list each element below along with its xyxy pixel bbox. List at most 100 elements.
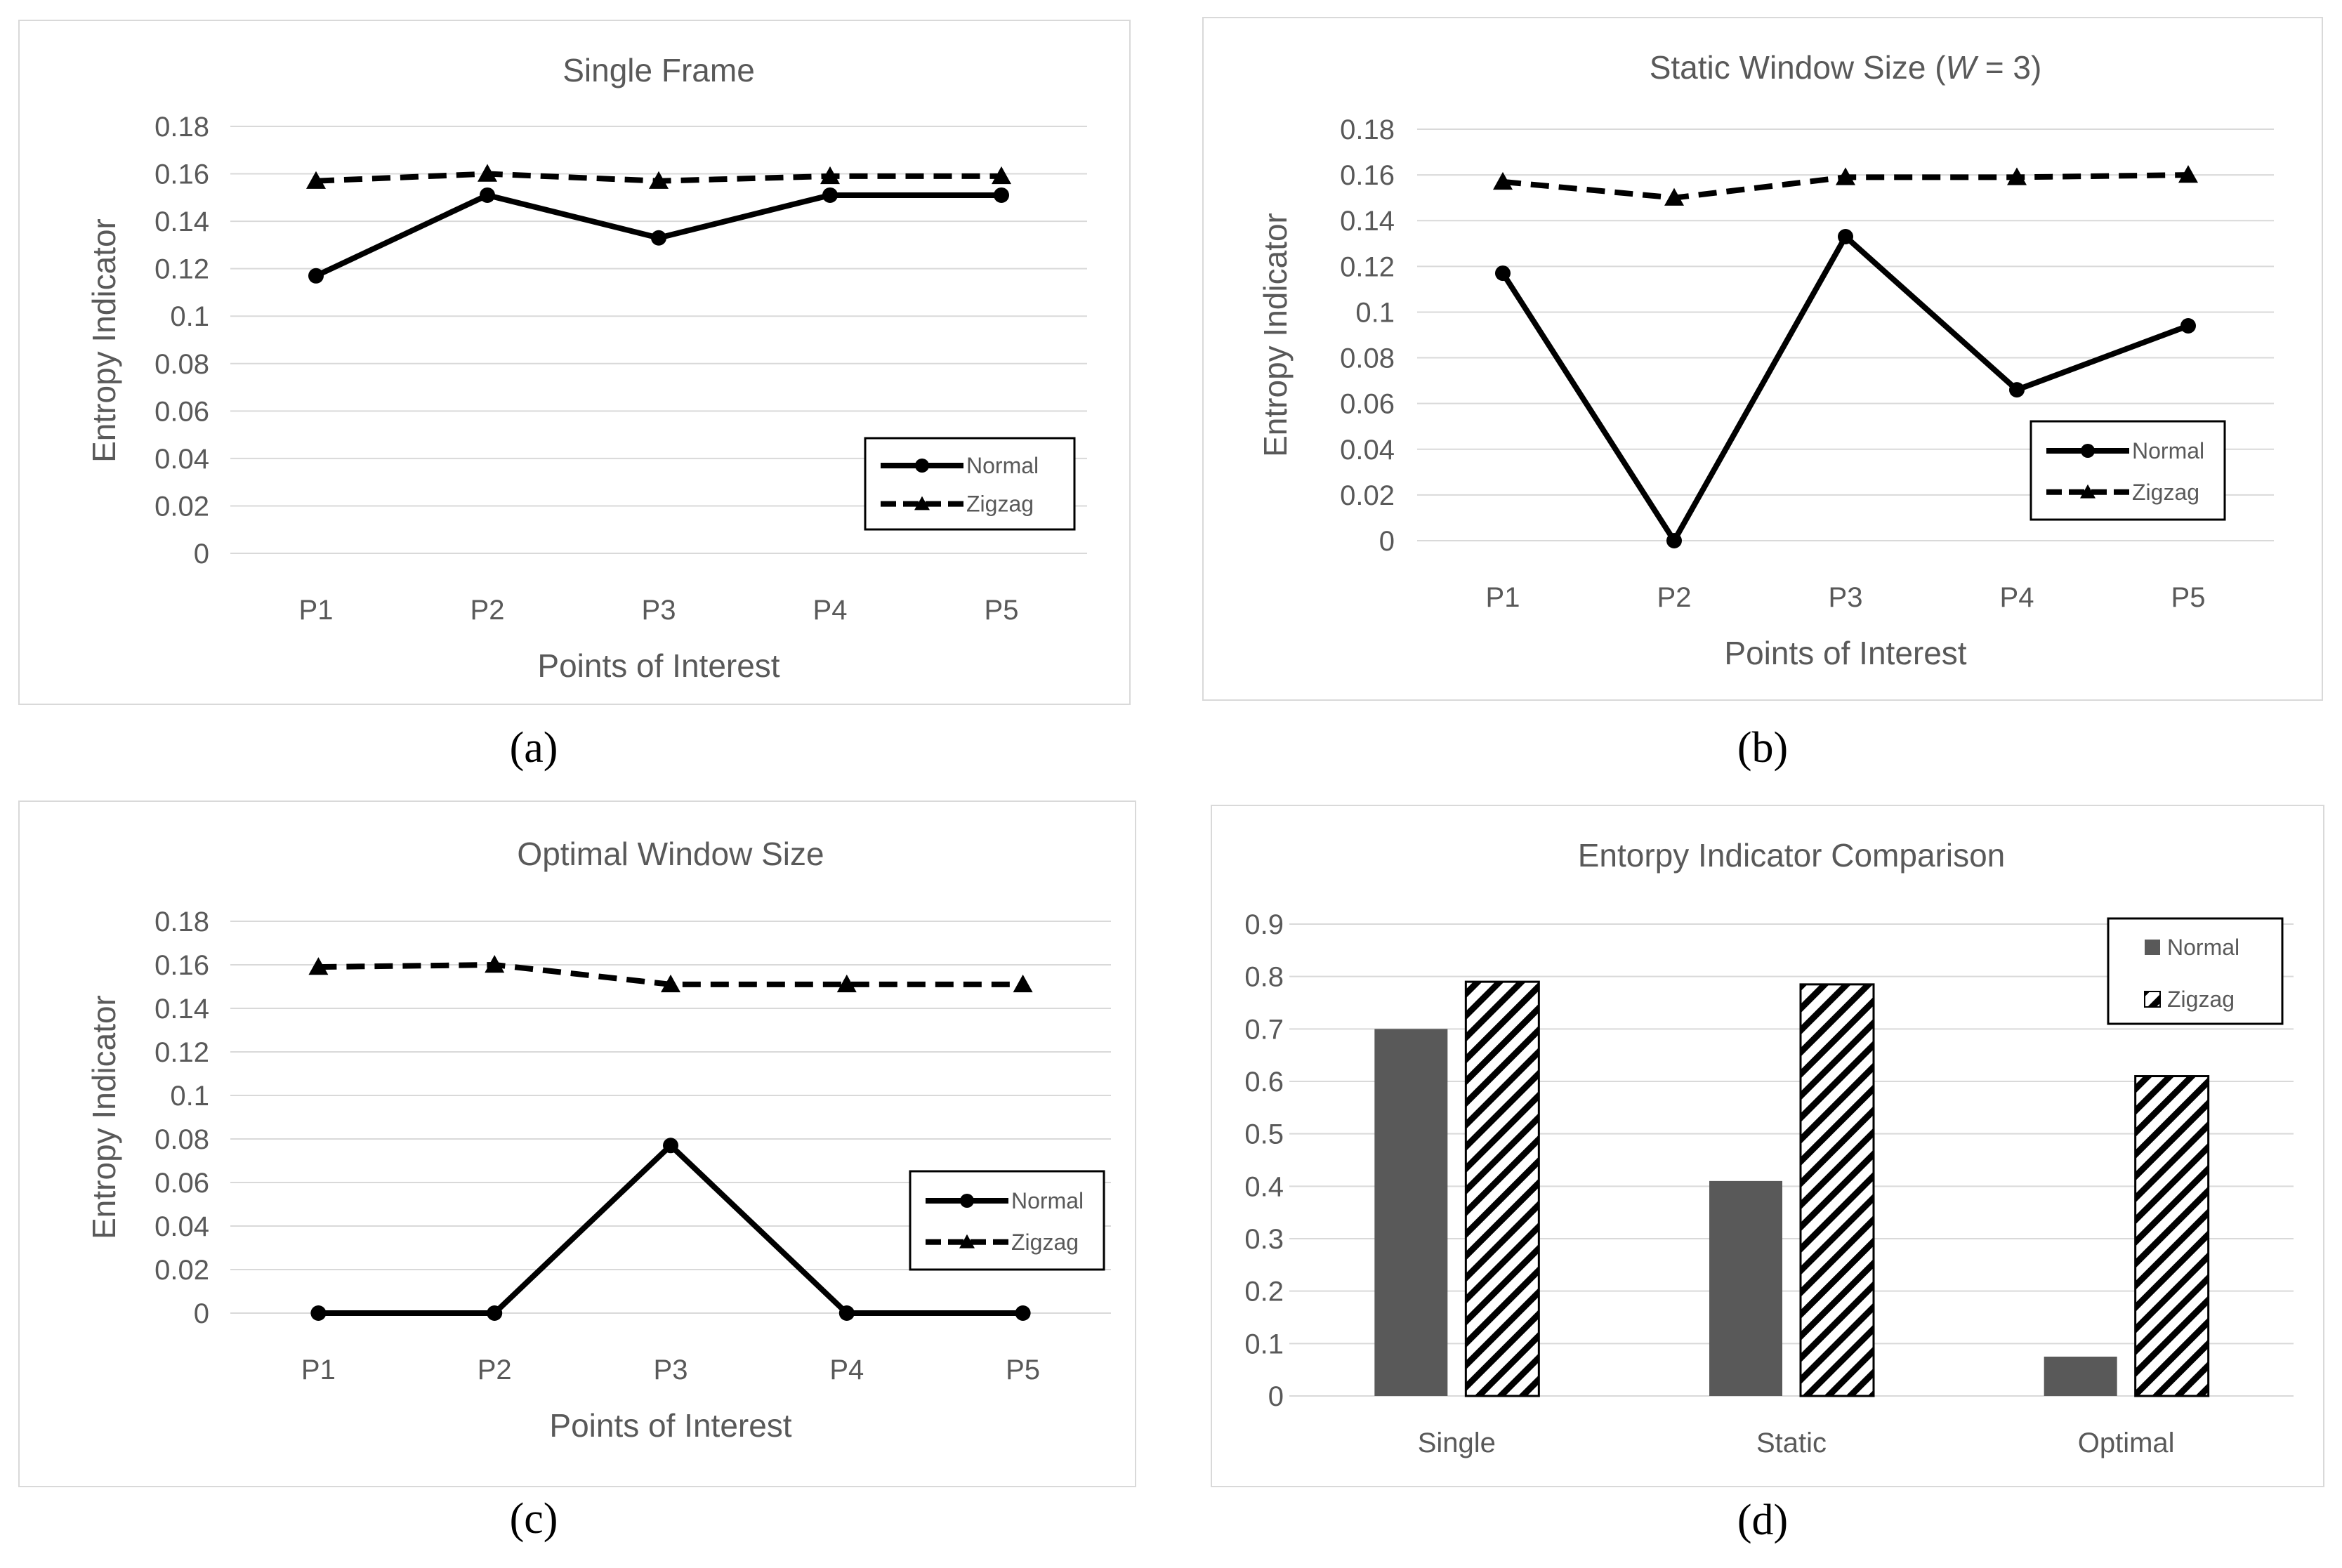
caption-b: (b) xyxy=(1737,724,1789,772)
legend-marker-normal xyxy=(2081,444,2095,458)
data-point-zigzag xyxy=(649,171,669,189)
x-tick-label: P1 xyxy=(301,1355,336,1385)
bar-normal-static xyxy=(1709,1180,1782,1396)
data-point-zigzag xyxy=(820,166,840,185)
legend-swatch-normal xyxy=(2145,940,2160,955)
chart-panel-comparison: Entorpy Indicator Comparison 0 0.1 0.2 0.3 0.… xyxy=(1211,805,2324,1487)
legend-label-normal: Normal xyxy=(2132,438,2204,463)
chart-title-variable: W xyxy=(1946,49,1980,86)
x-tick-label: Single xyxy=(1418,1428,1496,1458)
x-tick-label: Optimal xyxy=(2078,1428,2175,1458)
legend-label-normal: Normal xyxy=(1011,1188,1084,1213)
chart-title-suffix: = 3) xyxy=(1976,49,2041,86)
y-tick-label: 0.02 xyxy=(154,491,209,522)
data-point-normal xyxy=(480,187,495,203)
chart-title-prefix: Static Window Size ( xyxy=(1650,49,1946,86)
data-point-normal xyxy=(1666,533,1682,548)
legend-marker-zigzag xyxy=(959,1234,975,1249)
y-tick-label: 0.12 xyxy=(154,254,209,285)
y-axis-label: Entropy Indicator xyxy=(86,218,122,463)
caption-c: (c) xyxy=(509,1495,558,1543)
legend-box xyxy=(2029,420,2226,521)
data-point-zigzag xyxy=(2007,167,2027,185)
data-point-normal xyxy=(487,1305,503,1321)
y-tick-label: 0.16 xyxy=(1340,160,1395,191)
legend: Normal Zigzag xyxy=(2029,420,2226,521)
data-point-normal xyxy=(2180,317,2196,334)
y-tick-label: 0 xyxy=(1268,1381,1284,1412)
x-tick-label: P3 xyxy=(642,595,676,626)
chart-panel-optimal-window: Optimal Window Size 0 0.02 0.04 0.06 0.08 0.1 0… xyxy=(18,801,1136,1487)
y-tick-label: 0 xyxy=(194,539,209,569)
chart-panel-static-window: Static Window Size (W = 3) 0 0.02 0.04 0.06 0… xyxy=(1202,17,2323,701)
data-point-zigzag xyxy=(306,171,326,189)
legend-box xyxy=(909,1170,1105,1271)
data-point-zigzag xyxy=(836,974,857,993)
legend-box xyxy=(2107,917,2284,1025)
y-tick-label: 0.1 xyxy=(170,301,209,332)
legend-marker-normal xyxy=(915,459,929,473)
y-tick-label: 0.14 xyxy=(1340,206,1395,237)
legend-label-normal: Normal xyxy=(966,453,1039,478)
bar-normal-single xyxy=(1374,1029,1448,1396)
y-tick-label: 0.06 xyxy=(154,1168,209,1199)
y-tick-label: 0.02 xyxy=(154,1255,209,1286)
y-tick-label: 0.1 xyxy=(1355,297,1395,328)
y-tick-label: 0.04 xyxy=(154,1211,209,1242)
x-tick-label: P2 xyxy=(471,595,505,626)
y-tick-label: 0.06 xyxy=(1340,389,1395,420)
y-tick-label: 0.2 xyxy=(1244,1277,1284,1307)
y-axis-label: Entropy Indicator xyxy=(1257,213,1294,457)
x-tick-label: P2 xyxy=(1657,582,1692,613)
data-point-normal xyxy=(1495,265,1511,282)
legend-label-zigzag: Zigzag xyxy=(1011,1230,1079,1255)
data-point-zigzag xyxy=(308,957,329,975)
y-tick-label: 0.08 xyxy=(1340,343,1395,374)
legend-label-normal: Normal xyxy=(2167,935,2239,960)
data-point-zigzag xyxy=(2178,165,2198,183)
data-point-normal xyxy=(663,1138,678,1154)
legend: Normal Zigzag xyxy=(2107,917,2284,1025)
legend-marker-normal xyxy=(960,1194,974,1208)
y-tick-label: 0.1 xyxy=(1244,1329,1284,1359)
y-tick-label: 0.08 xyxy=(154,349,209,380)
chart-panel-single-frame: Single Frame 0 0.02 0.04 0.06 0.08 0.1 0.12 0.14… xyxy=(18,20,1131,705)
y-tick-label: 0.4 xyxy=(1244,1171,1284,1202)
x-axis-label: Points of Interest xyxy=(549,1407,791,1444)
y-tick-label: 0.16 xyxy=(154,950,209,981)
data-point-zigzag xyxy=(478,164,497,182)
data-point-normal xyxy=(2009,382,2025,398)
x-tick-label: P2 xyxy=(478,1355,512,1385)
data-point-normal xyxy=(310,1305,327,1321)
y-axis-label: Entropy Indicator xyxy=(86,995,122,1239)
bar-zigzag-static xyxy=(1799,983,1875,1397)
x-tick-label: P1 xyxy=(299,595,334,626)
caption-d: (d) xyxy=(1737,1496,1789,1544)
chart-single-frame: Single Frame 0 0.02 0.04 0.06 0.08 0.1 0.12 0.14… xyxy=(86,52,1087,684)
y-tick-label: 0.12 xyxy=(1340,251,1395,282)
y-tick-label: 0.12 xyxy=(154,1037,209,1068)
y-tick-label: 0.18 xyxy=(1340,114,1395,145)
legend-box xyxy=(864,437,1076,531)
y-tick-label: 0.08 xyxy=(154,1124,209,1155)
legend: Normal Zigzag xyxy=(864,437,1076,531)
legend-label-zigzag: Zigzag xyxy=(966,492,1034,517)
y-tick-label: 0 xyxy=(194,1298,209,1329)
data-point-zigzag xyxy=(1836,167,1855,185)
data-point-normal xyxy=(994,187,1009,203)
x-tick-label: P3 xyxy=(654,1355,688,1385)
data-point-normal xyxy=(822,187,838,203)
legend-marker-zigzag xyxy=(914,496,930,510)
legend-label-zigzag: Zigzag xyxy=(2132,480,2199,505)
bar-normal-optimal xyxy=(2044,1357,2117,1396)
data-point-normal xyxy=(308,268,324,284)
chart-title: Single Frame xyxy=(563,52,755,88)
y-tick-label: 0.02 xyxy=(1340,480,1395,511)
y-tick-label: 0 xyxy=(1379,526,1395,557)
x-axis-label: Points of Interest xyxy=(537,647,779,684)
caption-a: (a) xyxy=(509,724,558,772)
y-tick-label: 0.14 xyxy=(154,994,209,1025)
x-tick-label: Static xyxy=(1756,1428,1827,1458)
chart-static-window: Static Window Size (W = 3) 0 0.02 0.04 0.06 0… xyxy=(1257,49,2274,671)
x-tick-label: P4 xyxy=(2000,582,2034,613)
